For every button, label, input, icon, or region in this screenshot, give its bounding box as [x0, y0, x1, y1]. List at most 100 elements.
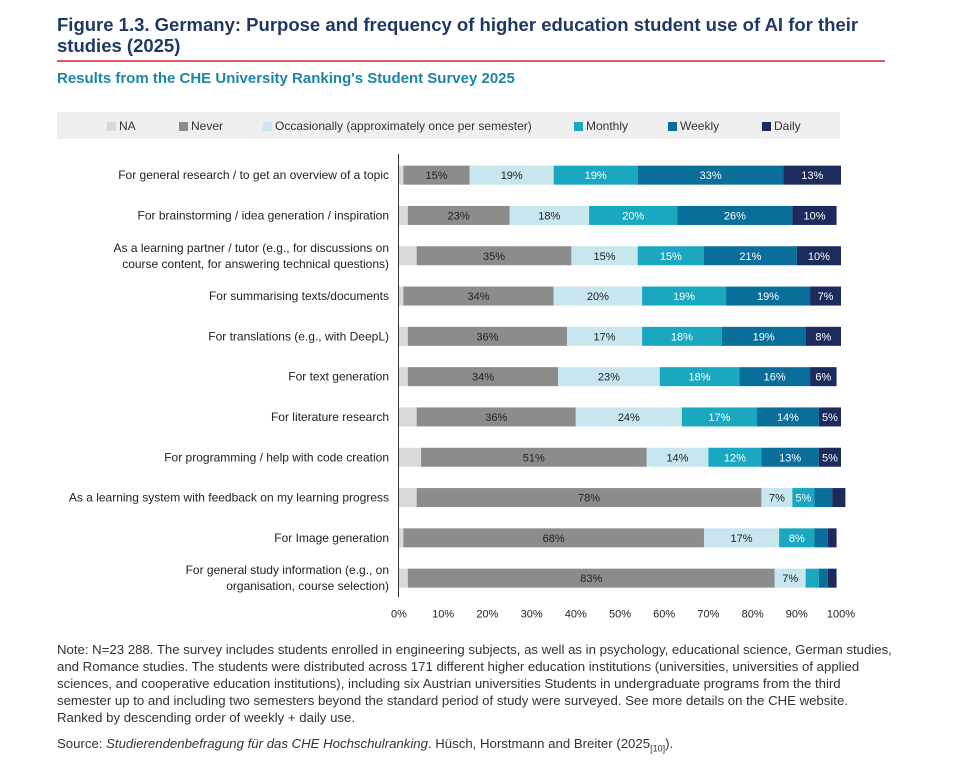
bar-segment-monthly [681, 407, 758, 427]
data-label: 13% [779, 452, 801, 464]
x-tick-label: 100% [827, 608, 855, 620]
bar-segment-weekly [703, 246, 797, 266]
bar-segment-occasionally [553, 286, 643, 306]
data-label: 5% [822, 452, 838, 464]
legend-swatch-occasionally [263, 122, 272, 131]
bar-segment-never [421, 447, 647, 467]
x-tick-label: 20% [476, 608, 498, 620]
data-label: 6% [815, 372, 831, 384]
x-tick-label: 40% [565, 608, 587, 620]
data-label: 21% [739, 251, 761, 263]
data-label: 7% [818, 291, 834, 303]
data-label: 12% [724, 452, 746, 464]
bar-segment-never [407, 205, 510, 225]
bar-segment-occasionally [566, 326, 643, 346]
bar-segment-daily [792, 205, 837, 225]
data-label: 36% [476, 331, 498, 343]
data-label: 16% [764, 372, 786, 384]
x-tick-label: 90% [786, 608, 808, 620]
legend-item-occasionally: Occasionally (approximately once per sem… [263, 119, 532, 133]
bar-segment-never [416, 407, 576, 427]
bar-segment-never [407, 367, 559, 387]
bar-segment-occasionally [469, 165, 554, 185]
bar-segment-monthly [553, 165, 638, 185]
data-label: 78% [578, 493, 600, 505]
source-reference: [10] [650, 743, 666, 754]
chart-legend: NA Never Occasionally (approximately onc… [57, 112, 840, 139]
data-label: 17% [731, 533, 753, 545]
bar-segment-daily [810, 367, 837, 387]
bar-segment-occasionally [558, 367, 660, 387]
category-label: For brainstorming / idea generation / in… [138, 208, 389, 222]
bar-segment-never [416, 246, 572, 266]
bar-segment-never [403, 528, 704, 548]
legend-label-occasionally: Occasionally (approximately once per sem… [275, 119, 532, 133]
data-label: 19% [673, 291, 695, 303]
bar-segment-occasionally [646, 447, 709, 467]
bar-segment-weekly [761, 447, 819, 467]
x-tick-label: 60% [653, 608, 675, 620]
data-label: 35% [483, 251, 505, 263]
data-label: 19% [757, 291, 779, 303]
category-label: For summarising texts/documents [209, 289, 389, 303]
data-label: 18% [671, 331, 693, 343]
data-label: 17% [594, 331, 616, 343]
bar-segment-daily [827, 528, 837, 548]
bar-segment-weekly [739, 367, 811, 387]
legend-label-weekly: Weekly [680, 119, 720, 133]
legend-swatch-monthly [574, 122, 583, 131]
x-tick-label: 0% [391, 608, 407, 620]
bar-segment-daily [783, 165, 841, 185]
x-tick-label: 10% [432, 608, 454, 620]
bar-segment-monthly [792, 488, 815, 508]
source-end: ). [665, 736, 674, 751]
bar-segment-never [407, 326, 567, 346]
figure-title: Figure 1.3. Germany: Purpose and frequen… [57, 14, 859, 56]
bar-segment-daily [827, 568, 837, 588]
bar-segment-na [399, 205, 408, 225]
legend-swatch-never [179, 122, 188, 131]
source-title: Studierendenbefragung für das CHE Hochsc… [106, 736, 428, 751]
legend-item-daily: Daily [762, 119, 801, 133]
data-label: 14% [666, 452, 688, 464]
data-label: 10% [803, 210, 825, 222]
bar-segment-weekly [637, 165, 784, 185]
bar-segment-weekly [726, 286, 811, 306]
bar-segment-weekly [721, 326, 806, 346]
data-label: 19% [501, 170, 523, 182]
data-label: 34% [472, 372, 494, 384]
data-label: 68% [543, 533, 565, 545]
bar-segment-weekly [677, 205, 793, 225]
data-label: 7% [769, 493, 785, 505]
bar-segment-never [416, 488, 762, 508]
data-label: 10% [808, 251, 830, 263]
bar-segment-daily [796, 246, 841, 266]
x-tick-label: 80% [742, 608, 764, 620]
bar-segment-occasionally [703, 528, 780, 548]
bar-segment-na [399, 568, 408, 588]
figure-source: Source: Studierendenbefragung für das CH… [57, 735, 892, 758]
bar-segment-monthly [779, 528, 815, 548]
data-label: 20% [587, 291, 609, 303]
data-label: 14% [777, 412, 799, 424]
bar-segment-monthly [589, 205, 678, 225]
legend-swatch-na [107, 122, 116, 131]
bar-segment-monthly [637, 246, 704, 266]
legend-item-weekly: Weekly [668, 119, 719, 133]
legend-label-na: NA [119, 119, 136, 133]
bar-segment-na [399, 528, 404, 548]
source-authors: . Hüsch, Horstmann and Breiter (2025 [427, 736, 651, 751]
data-label: 5% [795, 493, 811, 505]
legend-item-na: NA [107, 119, 136, 133]
category-label: organisation, course selection) [226, 579, 389, 593]
bar-segment-never [407, 568, 775, 588]
bar-segment-na [399, 488, 417, 508]
figure-note: Note: N=23 288. The survey includes stud… [57, 642, 892, 725]
bar-segment-na [399, 326, 408, 346]
category-label: As a learning system with feedback on my… [69, 491, 389, 505]
category-label: For programming / help with code creatio… [164, 450, 389, 464]
bar-segment-monthly [708, 447, 762, 467]
figure-subtitle: Results from the CHE University Ranking'… [57, 70, 515, 87]
data-label: 17% [708, 412, 730, 424]
category-label: For general research / to get an overvie… [118, 168, 389, 182]
